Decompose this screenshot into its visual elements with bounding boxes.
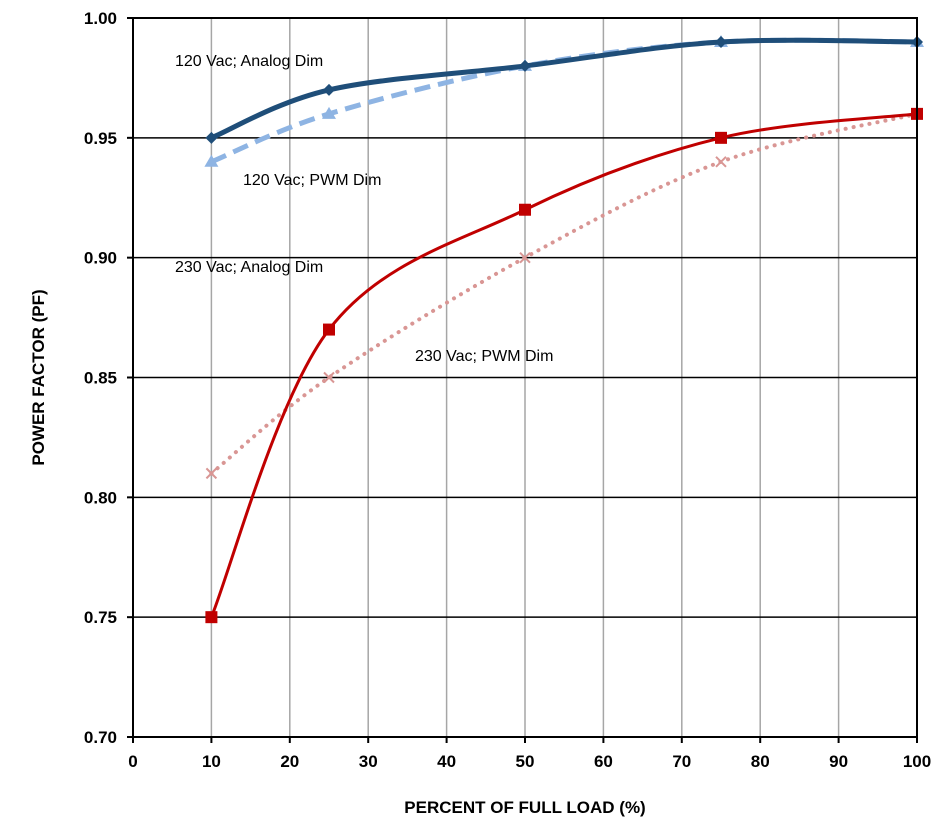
x-tick-label: 50 [516,752,535,771]
series-line [208,37,920,141]
series-label: 120 Vac; PWM Dim [243,172,381,189]
triangle-marker [204,154,219,167]
x-tick-label: 90 [829,752,848,771]
square-marker [715,131,727,144]
series-labels: 120 Vac; Analog Dim 120 Vac; PWM Dim 230 V… [175,53,553,365]
y-tick-label: 0.95 [84,129,117,148]
diamond-marker [205,131,218,144]
y-tick-label: 1.00 [84,9,117,28]
y-tick-label: 0.85 [84,369,117,388]
series-2 [205,107,923,624]
x-marker [323,371,335,384]
x-tick-label: 0 [128,752,137,771]
square-marker [323,323,335,336]
x-tick-label: 40 [437,752,456,771]
x-marker [205,467,218,480]
x-tick-label: 30 [359,752,378,771]
x-marker [519,251,531,264]
diamond-marker [519,59,531,72]
y-tick-label: 0.70 [84,728,117,747]
x-axis-title: PERCENT OF FULL LOAD (%) [404,798,645,817]
x-tick-label: 60 [594,752,613,771]
x-tick-label: 20 [280,752,299,771]
x-tick-label: 70 [672,752,691,771]
series-3 [205,108,923,480]
y-axis-title: POWER FACTOR (PF) [29,289,48,465]
series-line [209,111,919,476]
diamond-marker [715,35,727,48]
square-marker [519,203,531,216]
x-tick-label: 10 [202,752,221,771]
y-tick-label: 0.90 [84,249,117,268]
square-marker [205,611,218,624]
diamond-marker [323,83,335,96]
triangle-marker [322,106,336,119]
series-line [209,112,919,619]
y-tick-label: 0.80 [84,488,117,507]
x-tick-label: 80 [751,752,770,771]
series-label: 120 Vac; Analog Dim [175,53,323,70]
plot-frame [127,17,918,743]
x-marker [715,156,727,168]
x-tick-label: 100 [903,752,931,771]
y-tick-label: 0.75 [84,608,117,627]
series-label: 230 Vac; PWM Dim [415,348,553,365]
tick-labels: 0 10 20 30 40 50 60 70 80 90 100 0.70 0.75 0.80 0.85 0.… [84,9,931,771]
series-layer [204,34,924,624]
series-label: 230 Vac; Analog Dim [175,259,323,276]
